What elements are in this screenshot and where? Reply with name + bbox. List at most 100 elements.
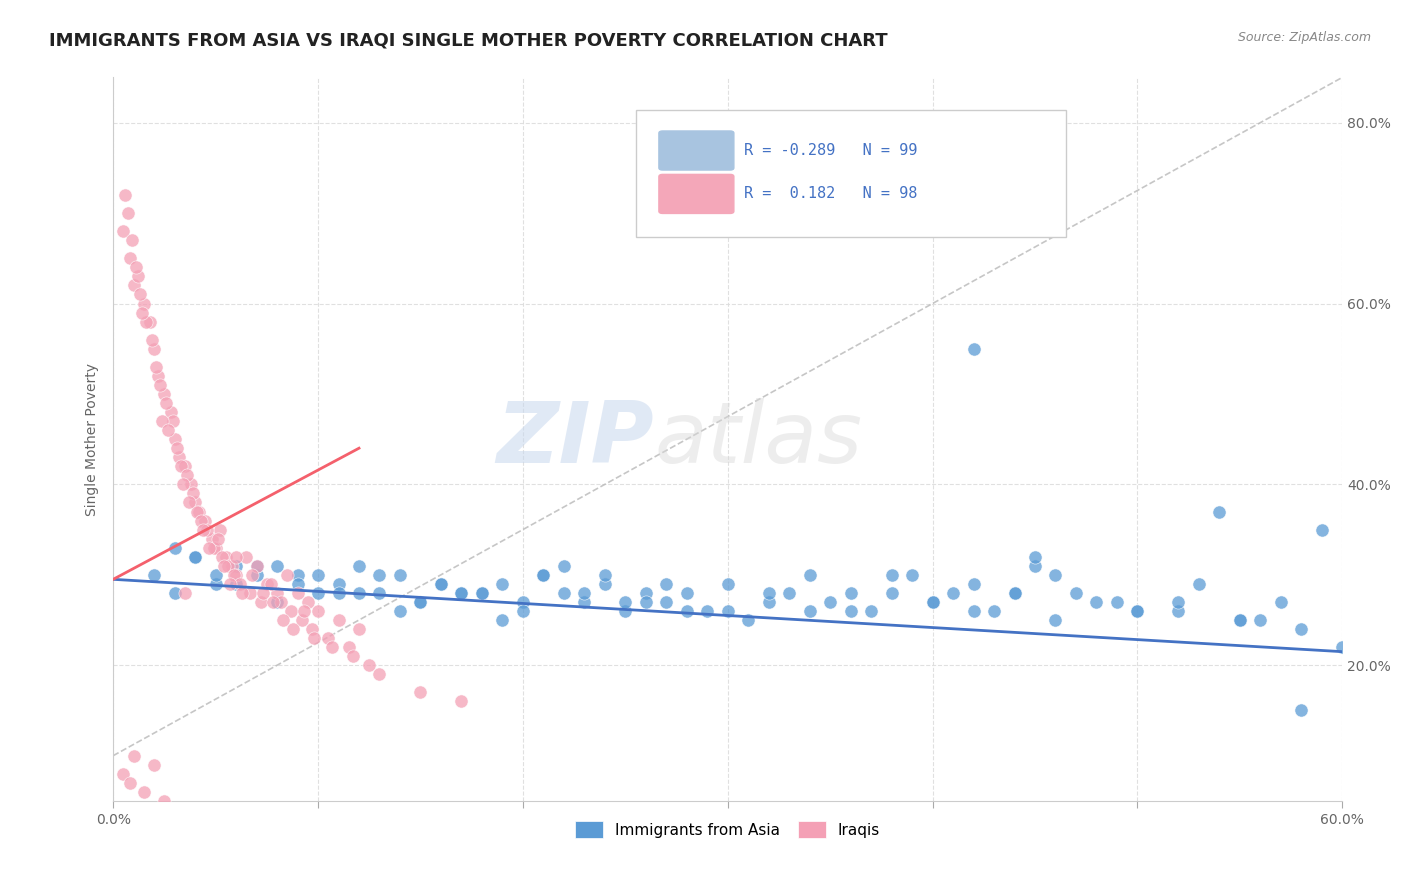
Point bbox=[839, 586, 862, 600]
Point bbox=[1249, 613, 1271, 627]
Point bbox=[328, 586, 350, 600]
Point bbox=[675, 586, 697, 600]
Point bbox=[145, 359, 167, 374]
Point bbox=[200, 532, 222, 546]
Point bbox=[634, 595, 657, 609]
Legend: Immigrants from Asia, Iraqis: Immigrants from Asia, Iraqis bbox=[569, 815, 886, 844]
Point bbox=[717, 604, 740, 618]
Point bbox=[430, 577, 453, 591]
Point bbox=[266, 558, 288, 573]
Point bbox=[184, 495, 207, 509]
Point bbox=[450, 694, 472, 708]
Point bbox=[471, 586, 494, 600]
Point bbox=[260, 577, 283, 591]
Point bbox=[291, 613, 314, 627]
Point bbox=[159, 405, 181, 419]
Point bbox=[1045, 567, 1067, 582]
Point bbox=[207, 532, 229, 546]
Point bbox=[225, 558, 247, 573]
Point bbox=[287, 586, 309, 600]
Point bbox=[235, 549, 257, 564]
Point bbox=[553, 558, 575, 573]
Point bbox=[112, 224, 135, 238]
Point bbox=[1004, 586, 1026, 600]
Point bbox=[778, 586, 800, 600]
Point bbox=[221, 558, 243, 573]
Point bbox=[574, 586, 596, 600]
Point bbox=[280, 604, 302, 618]
Y-axis label: Single Mother Poverty: Single Mother Poverty bbox=[86, 363, 100, 516]
Point bbox=[270, 595, 292, 609]
Point bbox=[321, 640, 343, 655]
Point bbox=[1024, 558, 1046, 573]
Point bbox=[287, 567, 309, 582]
Point bbox=[148, 368, 170, 383]
Text: IMMIGRANTS FROM ASIA VS IRAQI SINGLE MOTHER POVERTY CORRELATION CHART: IMMIGRANTS FROM ASIA VS IRAQI SINGLE MOT… bbox=[49, 31, 887, 49]
Point bbox=[225, 567, 247, 582]
Point bbox=[150, 414, 173, 428]
Point bbox=[287, 577, 309, 591]
Point bbox=[266, 586, 288, 600]
Point bbox=[188, 504, 211, 518]
Point bbox=[328, 613, 350, 627]
Point bbox=[655, 595, 678, 609]
FancyBboxPatch shape bbox=[659, 131, 734, 170]
Point bbox=[634, 586, 657, 600]
Point bbox=[758, 595, 780, 609]
Point bbox=[229, 577, 252, 591]
Point bbox=[737, 613, 759, 627]
Point bbox=[239, 586, 262, 600]
Point bbox=[212, 558, 235, 573]
Point bbox=[1064, 586, 1087, 600]
Point bbox=[132, 296, 155, 310]
Point bbox=[1229, 613, 1251, 627]
Point bbox=[1331, 640, 1354, 655]
Point bbox=[283, 622, 305, 636]
Point bbox=[696, 604, 718, 618]
Point bbox=[409, 595, 432, 609]
Point bbox=[799, 567, 821, 582]
Point bbox=[190, 514, 212, 528]
Point bbox=[249, 595, 271, 609]
Point bbox=[818, 595, 841, 609]
Point bbox=[921, 595, 943, 609]
Point bbox=[347, 558, 370, 573]
Point bbox=[297, 595, 319, 609]
Point bbox=[177, 495, 200, 509]
Point bbox=[231, 586, 253, 600]
Point bbox=[1126, 604, 1149, 618]
Point bbox=[388, 604, 411, 618]
Point bbox=[149, 378, 172, 392]
Point bbox=[593, 567, 616, 582]
Point bbox=[307, 586, 329, 600]
Point bbox=[184, 803, 207, 817]
Point bbox=[194, 514, 217, 528]
Point bbox=[1126, 604, 1149, 618]
Point bbox=[242, 567, 264, 582]
Point bbox=[245, 558, 267, 573]
Point bbox=[215, 549, 238, 564]
Point bbox=[153, 794, 176, 808]
Point bbox=[225, 549, 247, 564]
Point bbox=[574, 595, 596, 609]
Point bbox=[302, 631, 325, 645]
Point bbox=[839, 604, 862, 618]
FancyBboxPatch shape bbox=[636, 110, 1066, 236]
Point bbox=[450, 586, 472, 600]
Text: R = -0.289   N = 99: R = -0.289 N = 99 bbox=[744, 143, 917, 158]
Point bbox=[1229, 613, 1251, 627]
Point bbox=[531, 567, 554, 582]
Point bbox=[170, 459, 193, 474]
Point bbox=[409, 595, 432, 609]
Text: R =  0.182   N = 98: R = 0.182 N = 98 bbox=[744, 186, 917, 202]
Point bbox=[1188, 577, 1211, 591]
Point bbox=[167, 450, 190, 465]
Point bbox=[155, 396, 177, 410]
Point bbox=[880, 586, 903, 600]
Point bbox=[388, 567, 411, 582]
Point bbox=[202, 541, 225, 555]
Point bbox=[245, 567, 267, 582]
Point bbox=[127, 269, 149, 284]
Point bbox=[122, 278, 145, 293]
Point bbox=[342, 649, 364, 664]
